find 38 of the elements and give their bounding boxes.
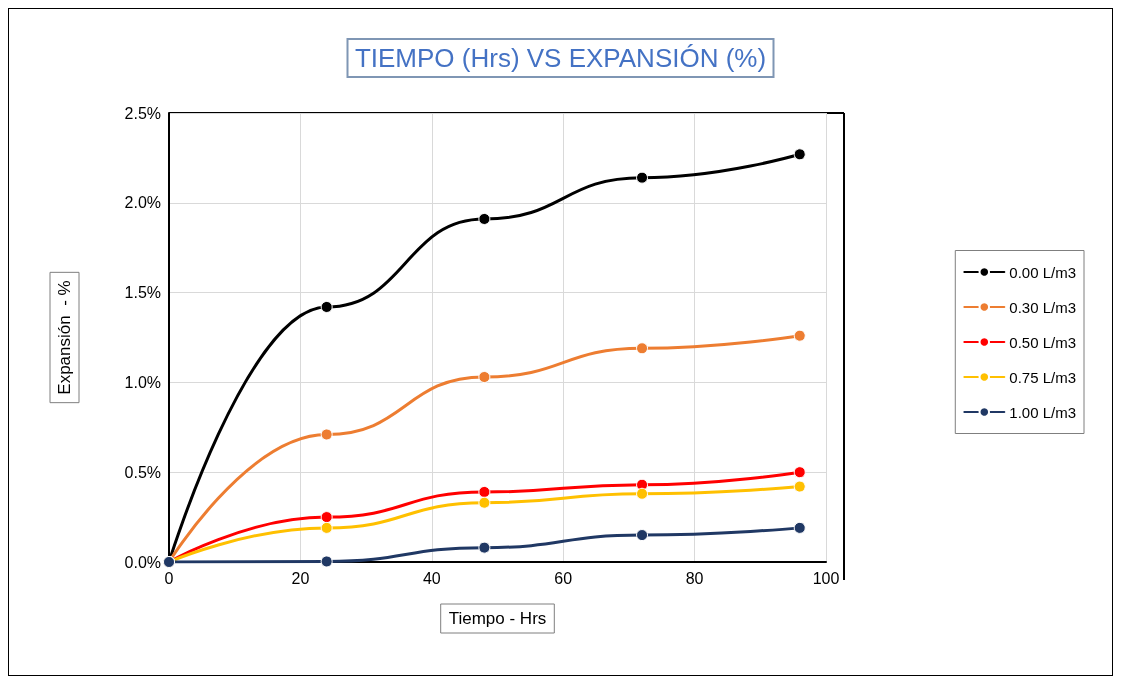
legend-label: 0.30 L/m3 [1009,298,1077,316]
point [320,300,333,313]
x-tick-label: 0 [164,569,174,587]
x-tick-label: 100 [812,569,840,587]
x-tick-label: 80 [685,569,704,587]
x-tick-label: 20 [291,569,310,587]
point [636,529,649,542]
y-tick-label: 2.0% [124,194,161,212]
legend-label: 1.00 L/m3 [1009,403,1077,421]
legend-label: 0.50 L/m3 [1009,333,1077,351]
y-tick-label: 2.5% [124,104,161,122]
point [320,428,333,441]
point [636,487,649,500]
point [636,171,649,184]
point [793,521,806,534]
legend-label: 0.75 L/m3 [1009,368,1077,386]
y-tick-label: 1.0% [124,373,161,391]
y-tick-label: 1.5% [124,284,161,302]
x-tick-label: 60 [554,569,573,587]
point [793,329,806,342]
x-axis-title: Tiempo - Hrs [448,609,547,628]
point [636,342,649,355]
point [478,496,491,509]
point [793,466,806,479]
y-tick-label: 0.5% [124,463,161,481]
point [478,212,491,225]
point [478,485,491,498]
point [320,521,333,534]
y-axis-title: Expansión - % [55,280,74,395]
point [478,541,491,554]
x-tick-label: 40 [422,569,441,587]
point [478,371,491,384]
chart-title: TIEMPO (Hrs) VS EXPANSIÓN (%) [354,43,767,73]
point [793,148,806,161]
legend-label: 0.00 L/m3 [1009,263,1077,281]
point [320,555,333,568]
point [793,480,806,493]
y-tick-label: 0.0% [124,553,161,571]
